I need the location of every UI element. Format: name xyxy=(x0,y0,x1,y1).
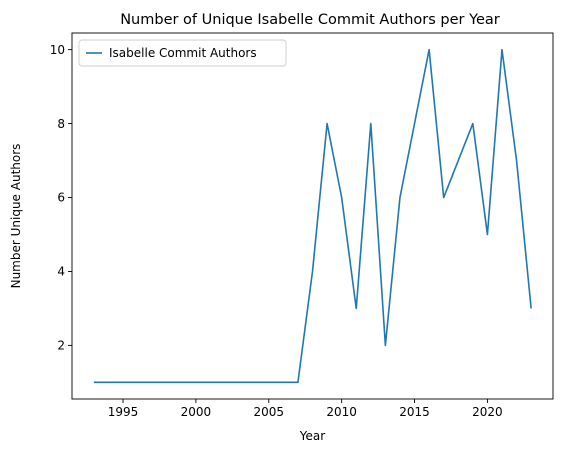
y-tick-label: 10 xyxy=(50,43,65,57)
x-tick-label: 2005 xyxy=(253,405,284,419)
x-tick-label: 1995 xyxy=(108,405,139,419)
legend-label: Isabelle Commit Authors xyxy=(109,46,257,60)
x-tick-label: 2015 xyxy=(399,405,430,419)
x-tick-label: 2000 xyxy=(181,405,212,419)
y-tick-label: 4 xyxy=(57,265,65,279)
chart-title: Number of Unique Isabelle Commit Authors… xyxy=(120,12,500,28)
x-axis-label: Year xyxy=(299,429,325,443)
series-line xyxy=(93,48,532,384)
legend: Isabelle Commit Authors xyxy=(78,39,287,67)
legend-box xyxy=(78,39,287,67)
x-tick-label: 2020 xyxy=(472,405,503,419)
x-axis-ticks: 1995 2000 2005 2010 2015 2020 xyxy=(108,399,503,419)
y-tick-label: 2 xyxy=(57,339,65,353)
y-tick-label: 8 xyxy=(57,117,65,131)
y-tick-label: 6 xyxy=(57,191,65,205)
y-axis-label: Number Unique Authors xyxy=(9,144,23,289)
plot-frame xyxy=(71,32,554,400)
y-axis-ticks: 2 4 6 8 10 xyxy=(50,43,72,353)
x-tick-label: 2010 xyxy=(326,405,357,419)
